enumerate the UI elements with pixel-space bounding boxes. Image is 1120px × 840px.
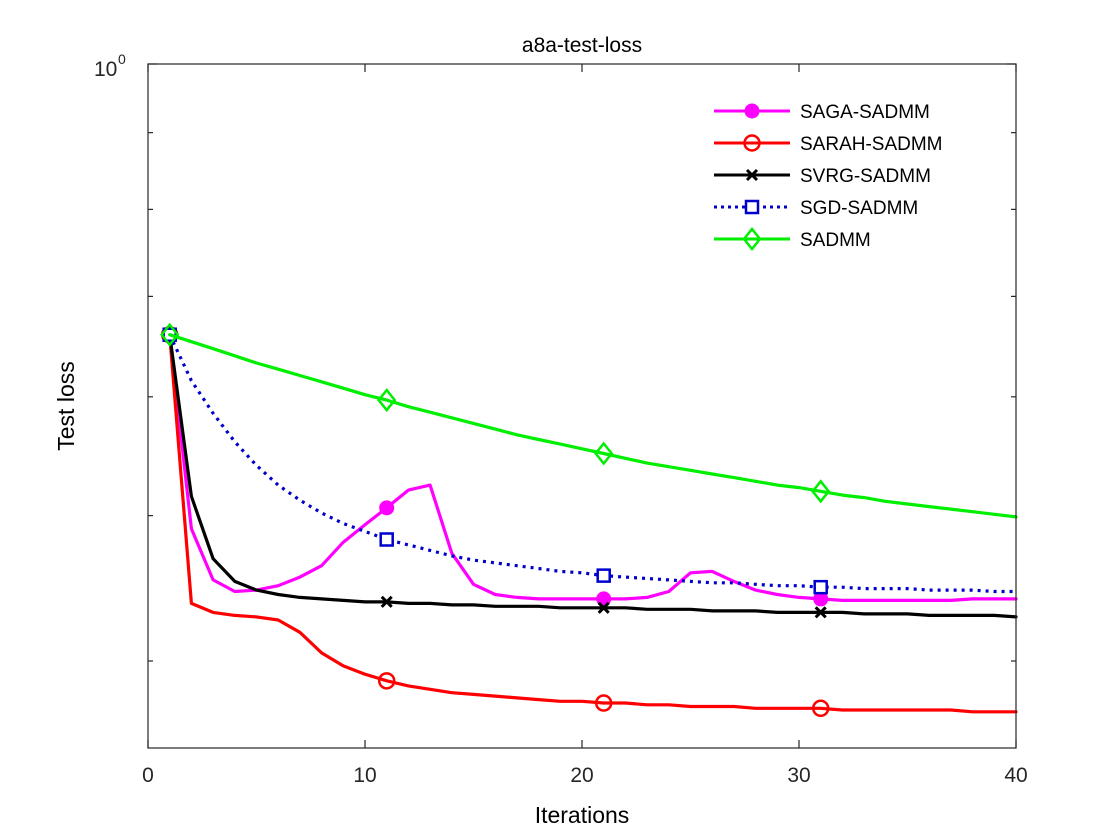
legend-label-sadmm: SADMM xyxy=(800,230,871,251)
x-tick-label-20: 20 xyxy=(570,764,593,787)
marker-sadmm-11 xyxy=(377,388,397,413)
plot-frame xyxy=(147,63,1017,749)
legend-marker-saga-sadmm xyxy=(744,103,760,119)
x-tick-label-30: 30 xyxy=(787,764,810,787)
y-axis-label: Test loss xyxy=(53,361,79,450)
legend-label-sarah-sadmm: SARAH-SADMM xyxy=(800,134,943,155)
legend-marker-sarah-sadmm xyxy=(743,134,761,152)
x-tick-label-40: 40 xyxy=(1004,764,1027,787)
legend-marker-svrg-sadmm xyxy=(745,168,759,182)
series-line-sarah-sadmm xyxy=(168,333,1018,714)
marker-sarah-sadmm-21 xyxy=(594,694,613,712)
legend-entry-saga-sadmm: SAGA-SADMM xyxy=(714,102,930,123)
legend-label-saga-sadmm: SAGA-SADMM xyxy=(800,102,930,123)
series-line-svrg-sadmm xyxy=(168,333,1018,619)
marker-sarah-sadmm-11 xyxy=(377,672,396,690)
marker-sgd-sadmm-11 xyxy=(379,532,394,547)
marker-svrg-sadmm-21 xyxy=(597,601,610,614)
marker-sadmm-1 xyxy=(160,322,180,347)
marker-sadmm-21 xyxy=(594,441,614,466)
marker-svrg-sadmm-31 xyxy=(814,606,827,619)
marker-svrg-sadmm-11 xyxy=(380,595,393,608)
series-layer xyxy=(160,322,1018,718)
marker-sgd-sadmm-31 xyxy=(813,579,828,595)
y-tick-label-base: 10 xyxy=(94,58,117,81)
plot-area xyxy=(148,64,1016,748)
y-tick-label-top: 10 0 xyxy=(94,51,126,81)
x-tick-label-0: 0 xyxy=(142,764,154,787)
marker-sadmm-31 xyxy=(811,479,831,504)
legend-marker-sgd-sadmm xyxy=(744,199,760,215)
marker-sgd-sadmm-21 xyxy=(596,568,611,583)
legend-marker-sadmm xyxy=(742,226,762,252)
x-axis-label: Iterations xyxy=(535,802,630,828)
chart-title: a8a-test-loss xyxy=(522,34,642,57)
x-tick-label-10: 10 xyxy=(353,764,376,787)
legend-label-svrg-sadmm: SVRG-SADMM xyxy=(800,166,931,187)
series-sadmm xyxy=(160,322,1018,519)
legend: SAGA-SADMM SARAH-SADMM SVRG-SADMM SGD-SA… xyxy=(714,102,943,252)
series-line-sgd-sadmm xyxy=(168,334,1016,594)
x-tick-labels: 0 10 20 30 40 xyxy=(142,764,1028,787)
legend-entry-sarah-sadmm: SARAH-SADMM xyxy=(714,134,943,155)
y-tick-label-exponent: 0 xyxy=(118,51,126,67)
marker-sarah-sadmm-31 xyxy=(811,699,830,718)
legend-entry-sgd-sadmm: SGD-SADMM xyxy=(714,198,918,219)
series-line-sadmm xyxy=(168,333,1018,519)
marker-saga-sadmm-11 xyxy=(379,500,395,516)
legend-entry-sadmm: SADMM xyxy=(714,226,871,252)
series-line-saga-sadmm xyxy=(168,333,1018,603)
legend-entry-svrg-sadmm: SVRG-SADMM xyxy=(714,166,931,187)
marker-saga-sadmm-21 xyxy=(596,591,612,607)
legend-label-sgd-sadmm: SGD-SADMM xyxy=(800,198,918,219)
